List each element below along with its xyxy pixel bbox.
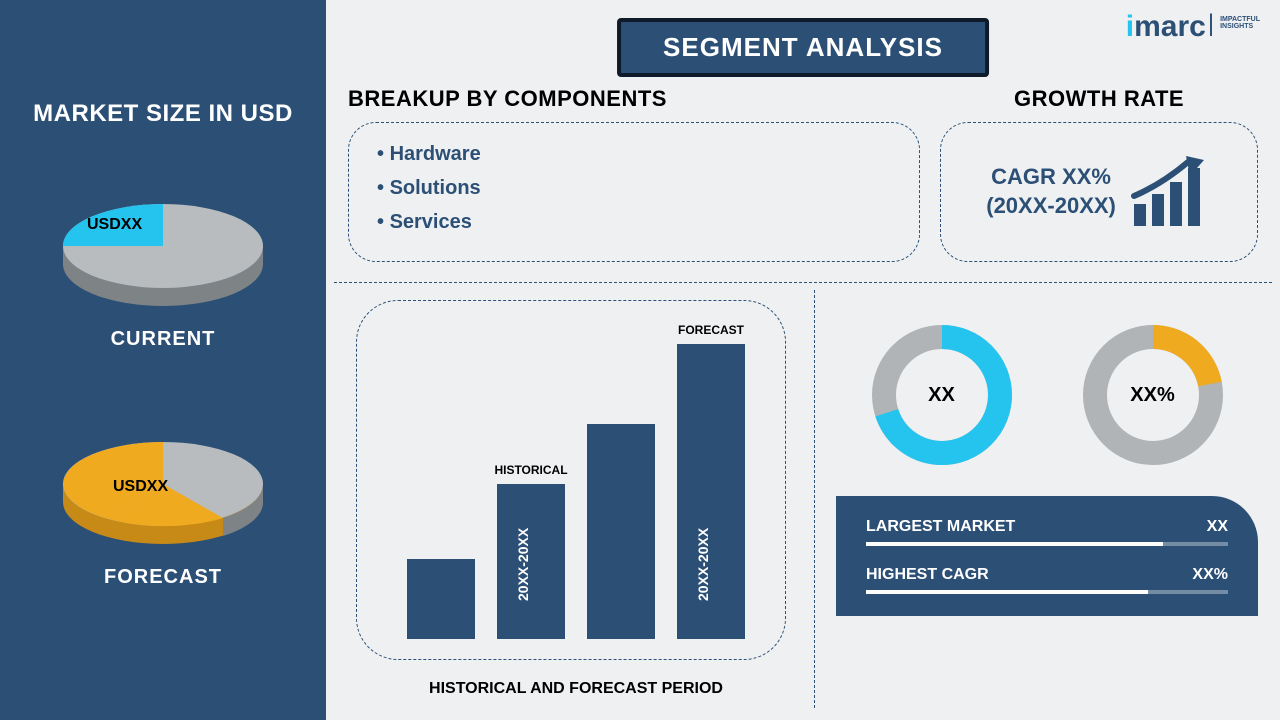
pie-current-value: USDXX: [87, 216, 142, 234]
donut-2: XX%: [1073, 315, 1233, 475]
chart-bar: [587, 424, 655, 639]
donut-1: XX: [862, 315, 1022, 475]
bar-inner-label: 20XX-20XX: [515, 499, 531, 629]
bar-inner-label: 20XX-20XX: [695, 499, 711, 629]
breakup-list: Hardware Solutions Services: [377, 137, 891, 239]
stat-label: LARGEST MARKET: [866, 518, 1015, 536]
chart-bar: [677, 344, 745, 639]
growth-section: GROWTH RATE CAGR XX% (20XX-20XX): [940, 86, 1258, 272]
breakup-box: Hardware Solutions Services: [348, 122, 920, 262]
left-panel: MARKET SIZE IN USD USDXX CURRENT: [0, 0, 326, 720]
bar-chart-caption: HISTORICAL AND FORECAST PERIOD: [356, 680, 796, 698]
logo-rest: marc: [1134, 10, 1206, 43]
brand-logo: imarc | IMPACTFUL INSIGHTS: [1126, 10, 1260, 44]
stats-box: LARGEST MARKET XX HIGHEST CAGR XX%: [836, 496, 1258, 616]
pie-current: USDXX: [53, 168, 273, 318]
donut-row: XX XX%: [836, 300, 1258, 490]
logo-tagline: IMPACTFUL INSIGHTS: [1220, 16, 1260, 30]
logo-letter-i: i: [1126, 10, 1134, 43]
growth-chart-icon: [1128, 152, 1212, 232]
logo-tagline-2: INSIGHTS: [1220, 23, 1253, 30]
h-divider: [334, 282, 1272, 283]
bar-top-label: FORECAST: [673, 323, 749, 337]
bar-chart-area: HISTORICAL FORECAST 20XX-20XX 20XX-20XX: [397, 315, 755, 639]
stat-row: HIGHEST CAGR XX%: [866, 566, 1228, 594]
breakup-section: BREAKUP BY COMPONENTS Hardware Solutions…: [348, 86, 920, 272]
main-title: SEGMENT ANALYSIS: [617, 18, 989, 77]
stat-track: [866, 542, 1228, 546]
growth-box: CAGR XX% (20XX-20XX): [940, 122, 1258, 262]
stat-value: XX: [1207, 518, 1228, 536]
growth-line1: CAGR XX%: [991, 164, 1111, 189]
stat-fill: [866, 542, 1163, 546]
donut-2-value: XX%: [1130, 384, 1174, 407]
pie-forecast: USDXX: [53, 406, 273, 556]
logo-tagline-1: IMPACTFUL: [1220, 16, 1260, 23]
breakup-item: Solutions: [377, 171, 891, 205]
upper-row: BREAKUP BY COMPONENTS Hardware Solutions…: [326, 86, 1280, 272]
pie-forecast-block: USDXX FORECAST: [33, 406, 293, 589]
breakup-item: Hardware: [377, 137, 891, 171]
growth-title: GROWTH RATE: [1014, 86, 1184, 112]
right-panel: SEGMENT ANALYSIS imarc | IMPACTFUL INSIG…: [326, 0, 1280, 720]
left-panel-title: MARKET SIZE IN USD: [33, 100, 293, 128]
v-divider: [814, 290, 815, 708]
chart-bar: [497, 484, 565, 639]
donut-1-value: XX: [928, 384, 955, 407]
bar-chart-section: HISTORICAL FORECAST 20XX-20XX 20XX-20XX …: [356, 300, 796, 700]
stat-value: XX%: [1192, 566, 1228, 584]
pie-forecast-caption: FORECAST: [104, 566, 222, 589]
stat-track: [866, 590, 1228, 594]
bar-top-label: HISTORICAL: [493, 463, 569, 477]
infographic-root: MARKET SIZE IN USD USDXX CURRENT: [0, 0, 1280, 720]
breakup-title: BREAKUP BY COMPONENTS: [348, 86, 920, 112]
logo-text: imarc: [1126, 10, 1206, 44]
stat-row: LARGEST MARKET XX: [866, 518, 1228, 546]
pie-forecast-value: USDXX: [113, 478, 168, 496]
breakup-item: Services: [377, 205, 891, 239]
bar-chart-box: HISTORICAL FORECAST 20XX-20XX 20XX-20XX: [356, 300, 786, 660]
logo-divider: |: [1208, 10, 1214, 38]
stat-label: HIGHEST CAGR: [866, 566, 989, 584]
pie-current-caption: CURRENT: [111, 328, 216, 351]
growth-line2: (20XX-20XX): [986, 193, 1116, 218]
stat-fill: [866, 590, 1148, 594]
pie-current-block: USDXX CURRENT: [33, 168, 293, 351]
chart-bar: [407, 559, 475, 639]
growth-text: CAGR XX% (20XX-20XX): [986, 163, 1116, 220]
lower-right-section: XX XX% LARGEST MARKET XX: [836, 300, 1258, 700]
